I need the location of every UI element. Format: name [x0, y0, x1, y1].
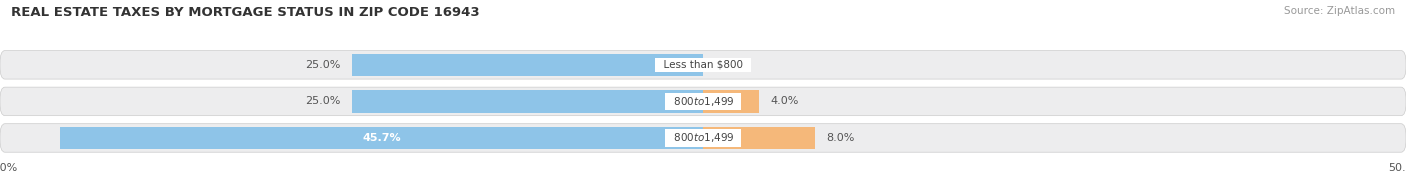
- Bar: [703, 90, 759, 113]
- Bar: [352, 53, 703, 76]
- Text: 0.0%: 0.0%: [714, 60, 742, 70]
- FancyBboxPatch shape: [0, 87, 1406, 116]
- Text: Less than $800: Less than $800: [657, 60, 749, 70]
- FancyBboxPatch shape: [0, 124, 1406, 152]
- Text: Source: ZipAtlas.com: Source: ZipAtlas.com: [1284, 6, 1395, 16]
- Text: 4.0%: 4.0%: [770, 96, 799, 106]
- Text: 25.0%: 25.0%: [305, 60, 340, 70]
- Bar: [352, 90, 703, 113]
- Text: 45.7%: 45.7%: [363, 133, 401, 143]
- Text: $800 to $1,499: $800 to $1,499: [666, 95, 740, 108]
- Bar: [60, 127, 703, 149]
- Text: $800 to $1,499: $800 to $1,499: [666, 131, 740, 144]
- Text: 25.0%: 25.0%: [305, 96, 340, 106]
- Text: 8.0%: 8.0%: [827, 133, 855, 143]
- Text: REAL ESTATE TAXES BY MORTGAGE STATUS IN ZIP CODE 16943: REAL ESTATE TAXES BY MORTGAGE STATUS IN …: [11, 6, 479, 19]
- Bar: [703, 127, 815, 149]
- FancyBboxPatch shape: [0, 51, 1406, 79]
